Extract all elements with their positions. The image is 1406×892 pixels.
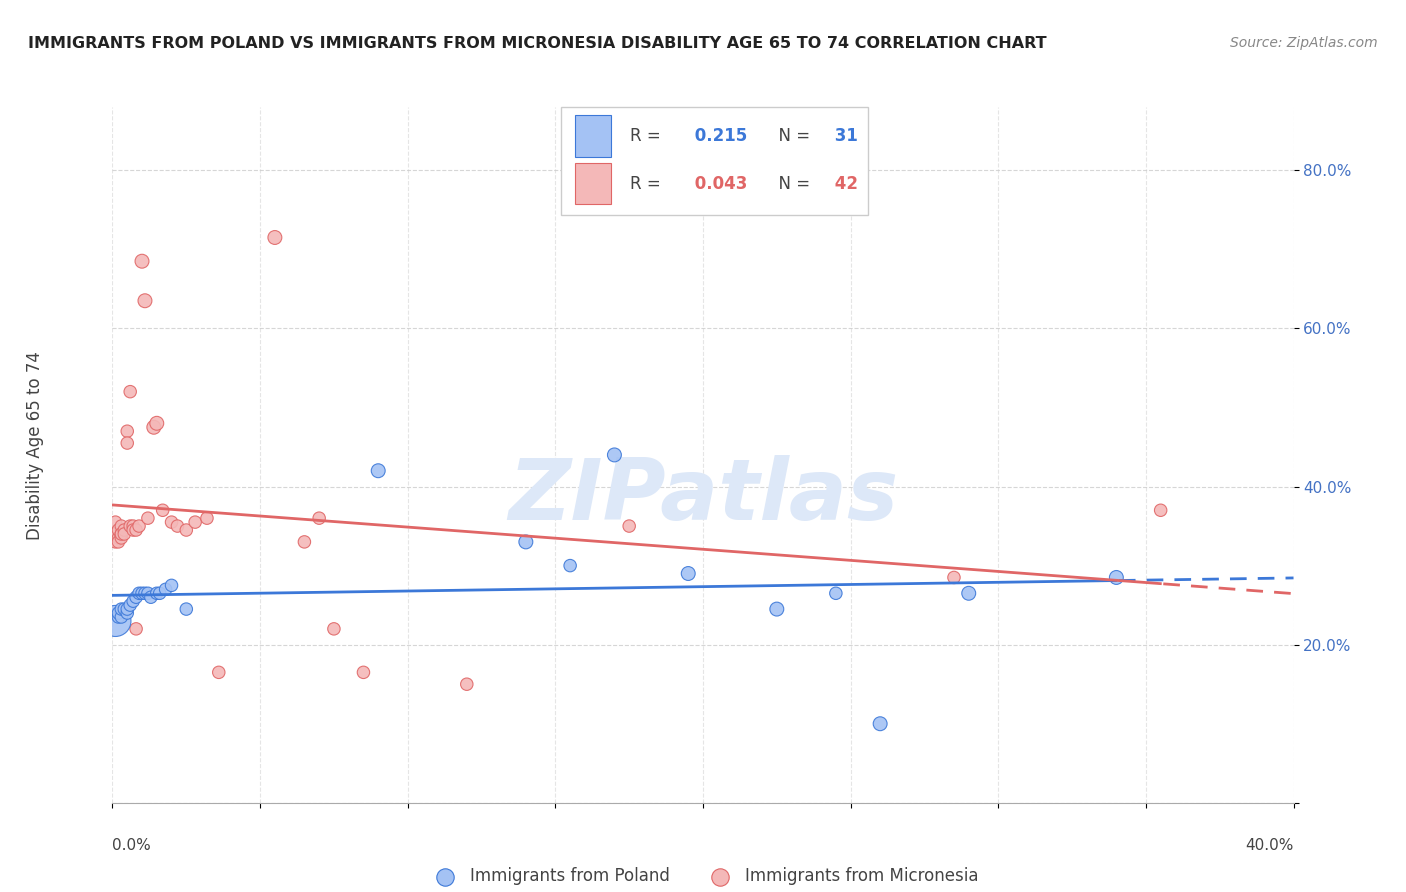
Point — [139, 591, 162, 605]
Text: 0.215: 0.215 — [689, 128, 747, 145]
Point — [117, 602, 138, 616]
Point — [174, 523, 197, 537]
Point — [120, 598, 142, 612]
Legend: Immigrants from Poland, Immigrants from Micronesia: Immigrants from Poland, Immigrants from … — [427, 867, 979, 885]
Point — [112, 527, 135, 541]
Point — [160, 515, 183, 529]
Point — [619, 519, 641, 533]
FancyBboxPatch shape — [561, 107, 869, 215]
Point — [146, 417, 169, 431]
Point — [107, 534, 129, 549]
Point — [120, 519, 142, 533]
Point — [104, 527, 127, 541]
Point — [146, 586, 169, 600]
Point — [308, 511, 330, 525]
Point — [957, 586, 980, 600]
Text: ZIPatlas: ZIPatlas — [508, 455, 898, 538]
Point — [112, 523, 135, 537]
Point — [110, 519, 132, 533]
Text: R =: R = — [630, 128, 666, 145]
Point — [136, 586, 159, 600]
Text: 31: 31 — [830, 128, 858, 145]
Point — [195, 511, 218, 525]
Point — [824, 586, 846, 600]
Point — [942, 570, 965, 584]
Point — [110, 602, 132, 616]
Point — [149, 586, 172, 600]
Point — [515, 534, 537, 549]
Bar — [575, 162, 610, 204]
Text: R =: R = — [630, 175, 666, 193]
Point — [131, 254, 153, 268]
Point — [1150, 503, 1173, 517]
Point — [107, 523, 129, 537]
Point — [208, 665, 231, 680]
Point — [110, 610, 132, 624]
Point — [120, 384, 142, 399]
Point — [558, 558, 582, 573]
Point — [128, 519, 150, 533]
Point — [122, 519, 145, 533]
Point — [122, 523, 145, 537]
Point — [184, 515, 207, 529]
Text: Disability Age 65 to 74: Disability Age 65 to 74 — [27, 351, 44, 541]
Point — [110, 527, 132, 541]
Point — [122, 594, 145, 608]
Point — [136, 511, 159, 525]
Text: 0.043: 0.043 — [689, 175, 747, 193]
Point — [323, 622, 346, 636]
Point — [112, 602, 135, 616]
Point — [174, 602, 197, 616]
Point — [367, 464, 389, 478]
Point — [134, 293, 156, 308]
Point — [107, 531, 129, 545]
Point — [125, 622, 148, 636]
Text: 40.0%: 40.0% — [1246, 838, 1294, 854]
Point — [131, 586, 153, 600]
Text: IMMIGRANTS FROM POLAND VS IMMIGRANTS FROM MICRONESIA DISABILITY AGE 65 TO 74 COR: IMMIGRANTS FROM POLAND VS IMMIGRANTS FRO… — [28, 36, 1046, 51]
Point — [152, 503, 174, 517]
Point — [869, 716, 891, 731]
Point — [104, 614, 127, 628]
Text: Source: ZipAtlas.com: Source: ZipAtlas.com — [1230, 36, 1378, 50]
Point — [352, 665, 374, 680]
Point — [125, 523, 148, 537]
Point — [107, 610, 129, 624]
Point — [134, 586, 156, 600]
Text: N =: N = — [768, 175, 815, 193]
Point — [603, 448, 626, 462]
Point — [117, 424, 138, 438]
Point — [1105, 570, 1128, 584]
Point — [166, 519, 188, 533]
Point — [456, 677, 478, 691]
Point — [128, 586, 150, 600]
Text: 42: 42 — [830, 175, 859, 193]
Point — [142, 420, 165, 434]
Point — [104, 534, 127, 549]
Point — [160, 578, 183, 592]
Point — [155, 582, 177, 597]
Text: 0.0%: 0.0% — [112, 838, 152, 854]
Point — [110, 531, 132, 545]
Point — [110, 527, 132, 541]
Point — [678, 566, 700, 581]
Point — [117, 436, 138, 450]
Point — [292, 534, 315, 549]
Point — [766, 602, 789, 616]
Point — [264, 230, 287, 244]
Bar — [575, 115, 610, 157]
Point — [117, 606, 138, 620]
Text: N =: N = — [768, 128, 815, 145]
Point — [125, 591, 148, 605]
Point — [104, 515, 127, 529]
Point — [107, 606, 129, 620]
